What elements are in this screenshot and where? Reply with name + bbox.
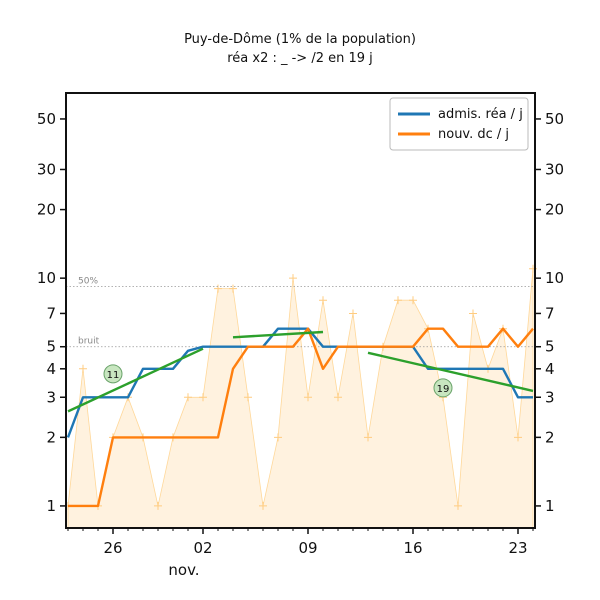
legend-label-dc: nouv. dc / j (438, 127, 509, 142)
y-tick-label-left: 5 (46, 338, 56, 356)
y-tick-label-left: 1 (46, 497, 56, 515)
y-tick-label-right: 4 (545, 360, 555, 378)
raw-point (514, 433, 522, 442)
raw-point (394, 296, 402, 305)
x-tick-label: 09 (298, 539, 317, 557)
y-tick-label-left: 3 (46, 388, 56, 406)
y-tick-label-right: 5 (545, 338, 555, 356)
trend-line (232, 330, 324, 339)
raw-point (214, 284, 222, 293)
y-tick-label-right: 20 (545, 201, 564, 219)
reference-label: bruit (78, 337, 100, 347)
raw-point (199, 393, 207, 402)
raw-point (259, 501, 267, 510)
raw-point (454, 501, 462, 510)
raw-point (274, 433, 282, 442)
raw-point (469, 309, 477, 318)
trend-badge (433, 378, 453, 398)
legend: admis. réa / j nouv. dc / j (389, 97, 529, 151)
raw-point (79, 364, 87, 373)
trend-badge (103, 364, 123, 384)
chart-subtitle: réa x2 : _ -> /2 en 19 j (227, 51, 373, 66)
y-tick-label-left: 30 (37, 160, 56, 178)
trend-badge-label: 11 (107, 370, 120, 381)
y-tick-label-right: 7 (545, 304, 555, 322)
x-month-label: nov. (168, 561, 199, 579)
x-tick-label: 23 (508, 539, 527, 557)
raw-point (229, 284, 237, 293)
x-tick-label: 16 (403, 539, 422, 557)
x-tick-label: 26 (103, 539, 122, 557)
series-layer (66, 327, 534, 508)
y-tick-label-left: 7 (46, 304, 56, 322)
plot-frame (65, 92, 536, 529)
y-tick-label-left: 20 (37, 201, 56, 219)
y-tick-label-right: 3 (545, 388, 555, 406)
raw-area (67, 268, 534, 529)
y-tick-label-left: 2 (46, 428, 56, 446)
trend-line (67, 347, 204, 413)
reference-label: 50% (78, 276, 98, 286)
raw-point (409, 296, 417, 305)
raw-point (289, 274, 297, 283)
series-line (66, 327, 533, 438)
legend-box (389, 97, 529, 151)
y-tick-label-right: 50 (545, 110, 564, 128)
y-tick-label-right: 1 (545, 497, 555, 515)
raw-point (304, 393, 312, 402)
raw-point (364, 433, 372, 442)
y-tick-label-right: 10 (545, 269, 564, 287)
raw-point (244, 393, 252, 402)
raw-point (349, 309, 357, 318)
raw-data-layer (64, 264, 537, 529)
raw-point (334, 393, 342, 402)
raw-point (319, 296, 327, 305)
y-tick-label-right: 30 (545, 160, 564, 178)
raw-point (154, 501, 162, 510)
y-tick-label-left: 10 (37, 269, 56, 287)
reference-lines: 50% bruit (66, 276, 535, 348)
raw-point (184, 393, 192, 402)
series-line (68, 327, 534, 508)
chart-title: Puy-de-Dôme (1% de la population) (184, 32, 416, 47)
trend-line (367, 351, 534, 393)
legend-label-rea: admis. réa / j (438, 107, 523, 122)
trend-badge-label: 19 (437, 384, 450, 395)
y-tick-label-left: 50 (37, 110, 56, 128)
y-tick-label-right: 2 (545, 428, 555, 446)
trend-layer: 11 19 (67, 330, 534, 413)
y-tick-label-left: 4 (46, 360, 56, 378)
x-tick-label: 02 (193, 539, 212, 557)
